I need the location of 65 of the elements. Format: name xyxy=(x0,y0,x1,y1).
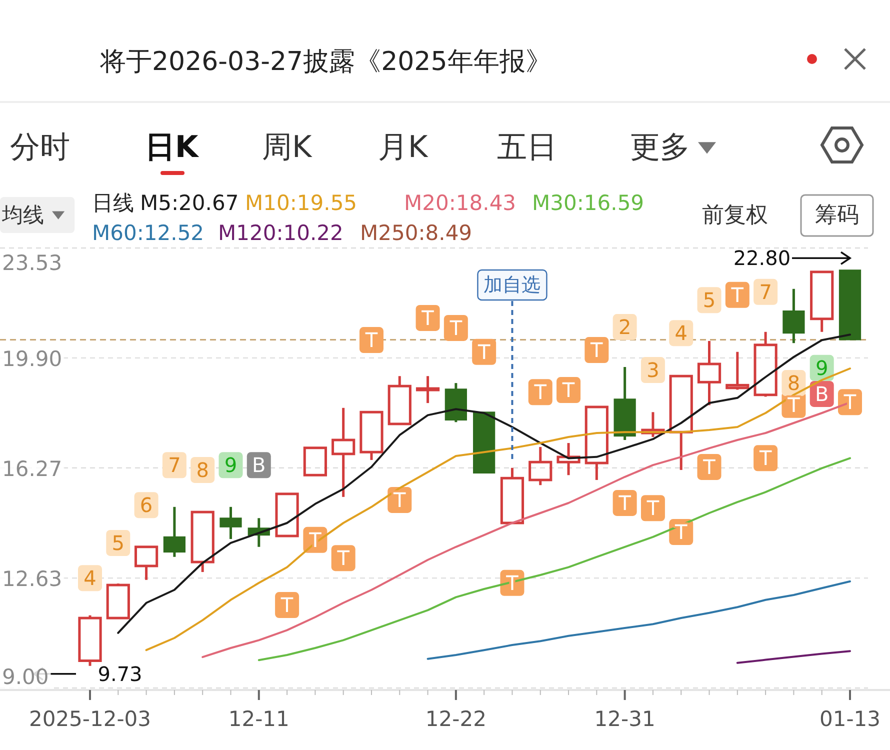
text: 4 xyxy=(674,321,688,346)
text: 前复权 xyxy=(702,203,768,228)
series-label: 7 xyxy=(168,453,181,478)
text: 周K xyxy=(262,130,313,165)
text: T xyxy=(394,488,406,512)
x-tick-label: 12-22 xyxy=(425,707,486,731)
y-tick-label: 9.00 xyxy=(2,665,49,689)
text: T xyxy=(590,338,603,362)
text: 月K xyxy=(378,130,429,165)
y-tick-label: 19.90 xyxy=(2,346,62,371)
text: 五日 xyxy=(497,130,557,165)
text: M5:20.67 xyxy=(140,191,239,215)
text: M20:18.43 xyxy=(404,191,516,215)
text: 均线 xyxy=(1,203,44,227)
text: T xyxy=(731,282,744,307)
text: T xyxy=(365,328,378,352)
text: 7 xyxy=(759,280,772,304)
x-tick-label: 01-13 xyxy=(819,707,881,731)
annotation: 22.80 xyxy=(733,246,791,270)
series-label: T xyxy=(280,593,294,618)
series-label: 6 xyxy=(140,493,153,518)
series-label: 5 xyxy=(112,530,125,555)
annotation: 加自选 xyxy=(484,274,541,296)
series-label: 3 xyxy=(646,358,660,382)
text: 8 xyxy=(787,371,800,396)
text: 日线 xyxy=(92,191,134,215)
legend-label: M250:8.49 xyxy=(360,221,472,245)
text: M10:19.55 xyxy=(245,191,358,215)
series-label: 2 xyxy=(618,315,632,340)
text: T xyxy=(337,546,350,570)
series-label: 9 xyxy=(224,453,238,478)
text: T xyxy=(646,496,660,520)
text: T xyxy=(478,340,490,364)
text: 更多 xyxy=(630,130,690,165)
y-tick-label: 23.53 xyxy=(2,251,62,275)
chart-title: 将于2026-03-27披露《2025年年报》 xyxy=(99,47,552,77)
x-tick-label: 12-11 xyxy=(228,707,290,731)
text: B xyxy=(814,382,829,406)
series-label: B xyxy=(252,453,266,478)
text: T xyxy=(788,392,800,417)
text: 5 xyxy=(702,288,716,312)
text: T xyxy=(422,306,434,330)
text: T xyxy=(675,520,688,544)
text: T xyxy=(618,490,631,515)
text: M30:16.59 xyxy=(532,191,644,215)
text: 9 xyxy=(815,356,828,380)
text: M60:12.52 xyxy=(92,221,204,245)
text: 分时 xyxy=(10,130,70,165)
text: T xyxy=(759,446,772,470)
text: 筹码 xyxy=(815,203,859,228)
text: T xyxy=(703,454,716,479)
text: T xyxy=(562,378,575,402)
text: T xyxy=(450,316,462,340)
x-tick-label: 12-31 xyxy=(594,707,656,731)
text: T xyxy=(534,380,546,404)
y-tick-label: 12.63 xyxy=(2,567,62,592)
text: T xyxy=(844,390,856,414)
series-label: 8 xyxy=(196,458,209,482)
series-label: 4 xyxy=(84,566,96,590)
annotation: 9.73 xyxy=(98,662,142,686)
x-tick-label: 2025-12-03 xyxy=(28,707,152,731)
text: T xyxy=(309,528,322,552)
text: 日K xyxy=(145,130,200,165)
text: M120:10.22 xyxy=(218,221,344,245)
y-tick-label: 16.27 xyxy=(2,456,62,481)
